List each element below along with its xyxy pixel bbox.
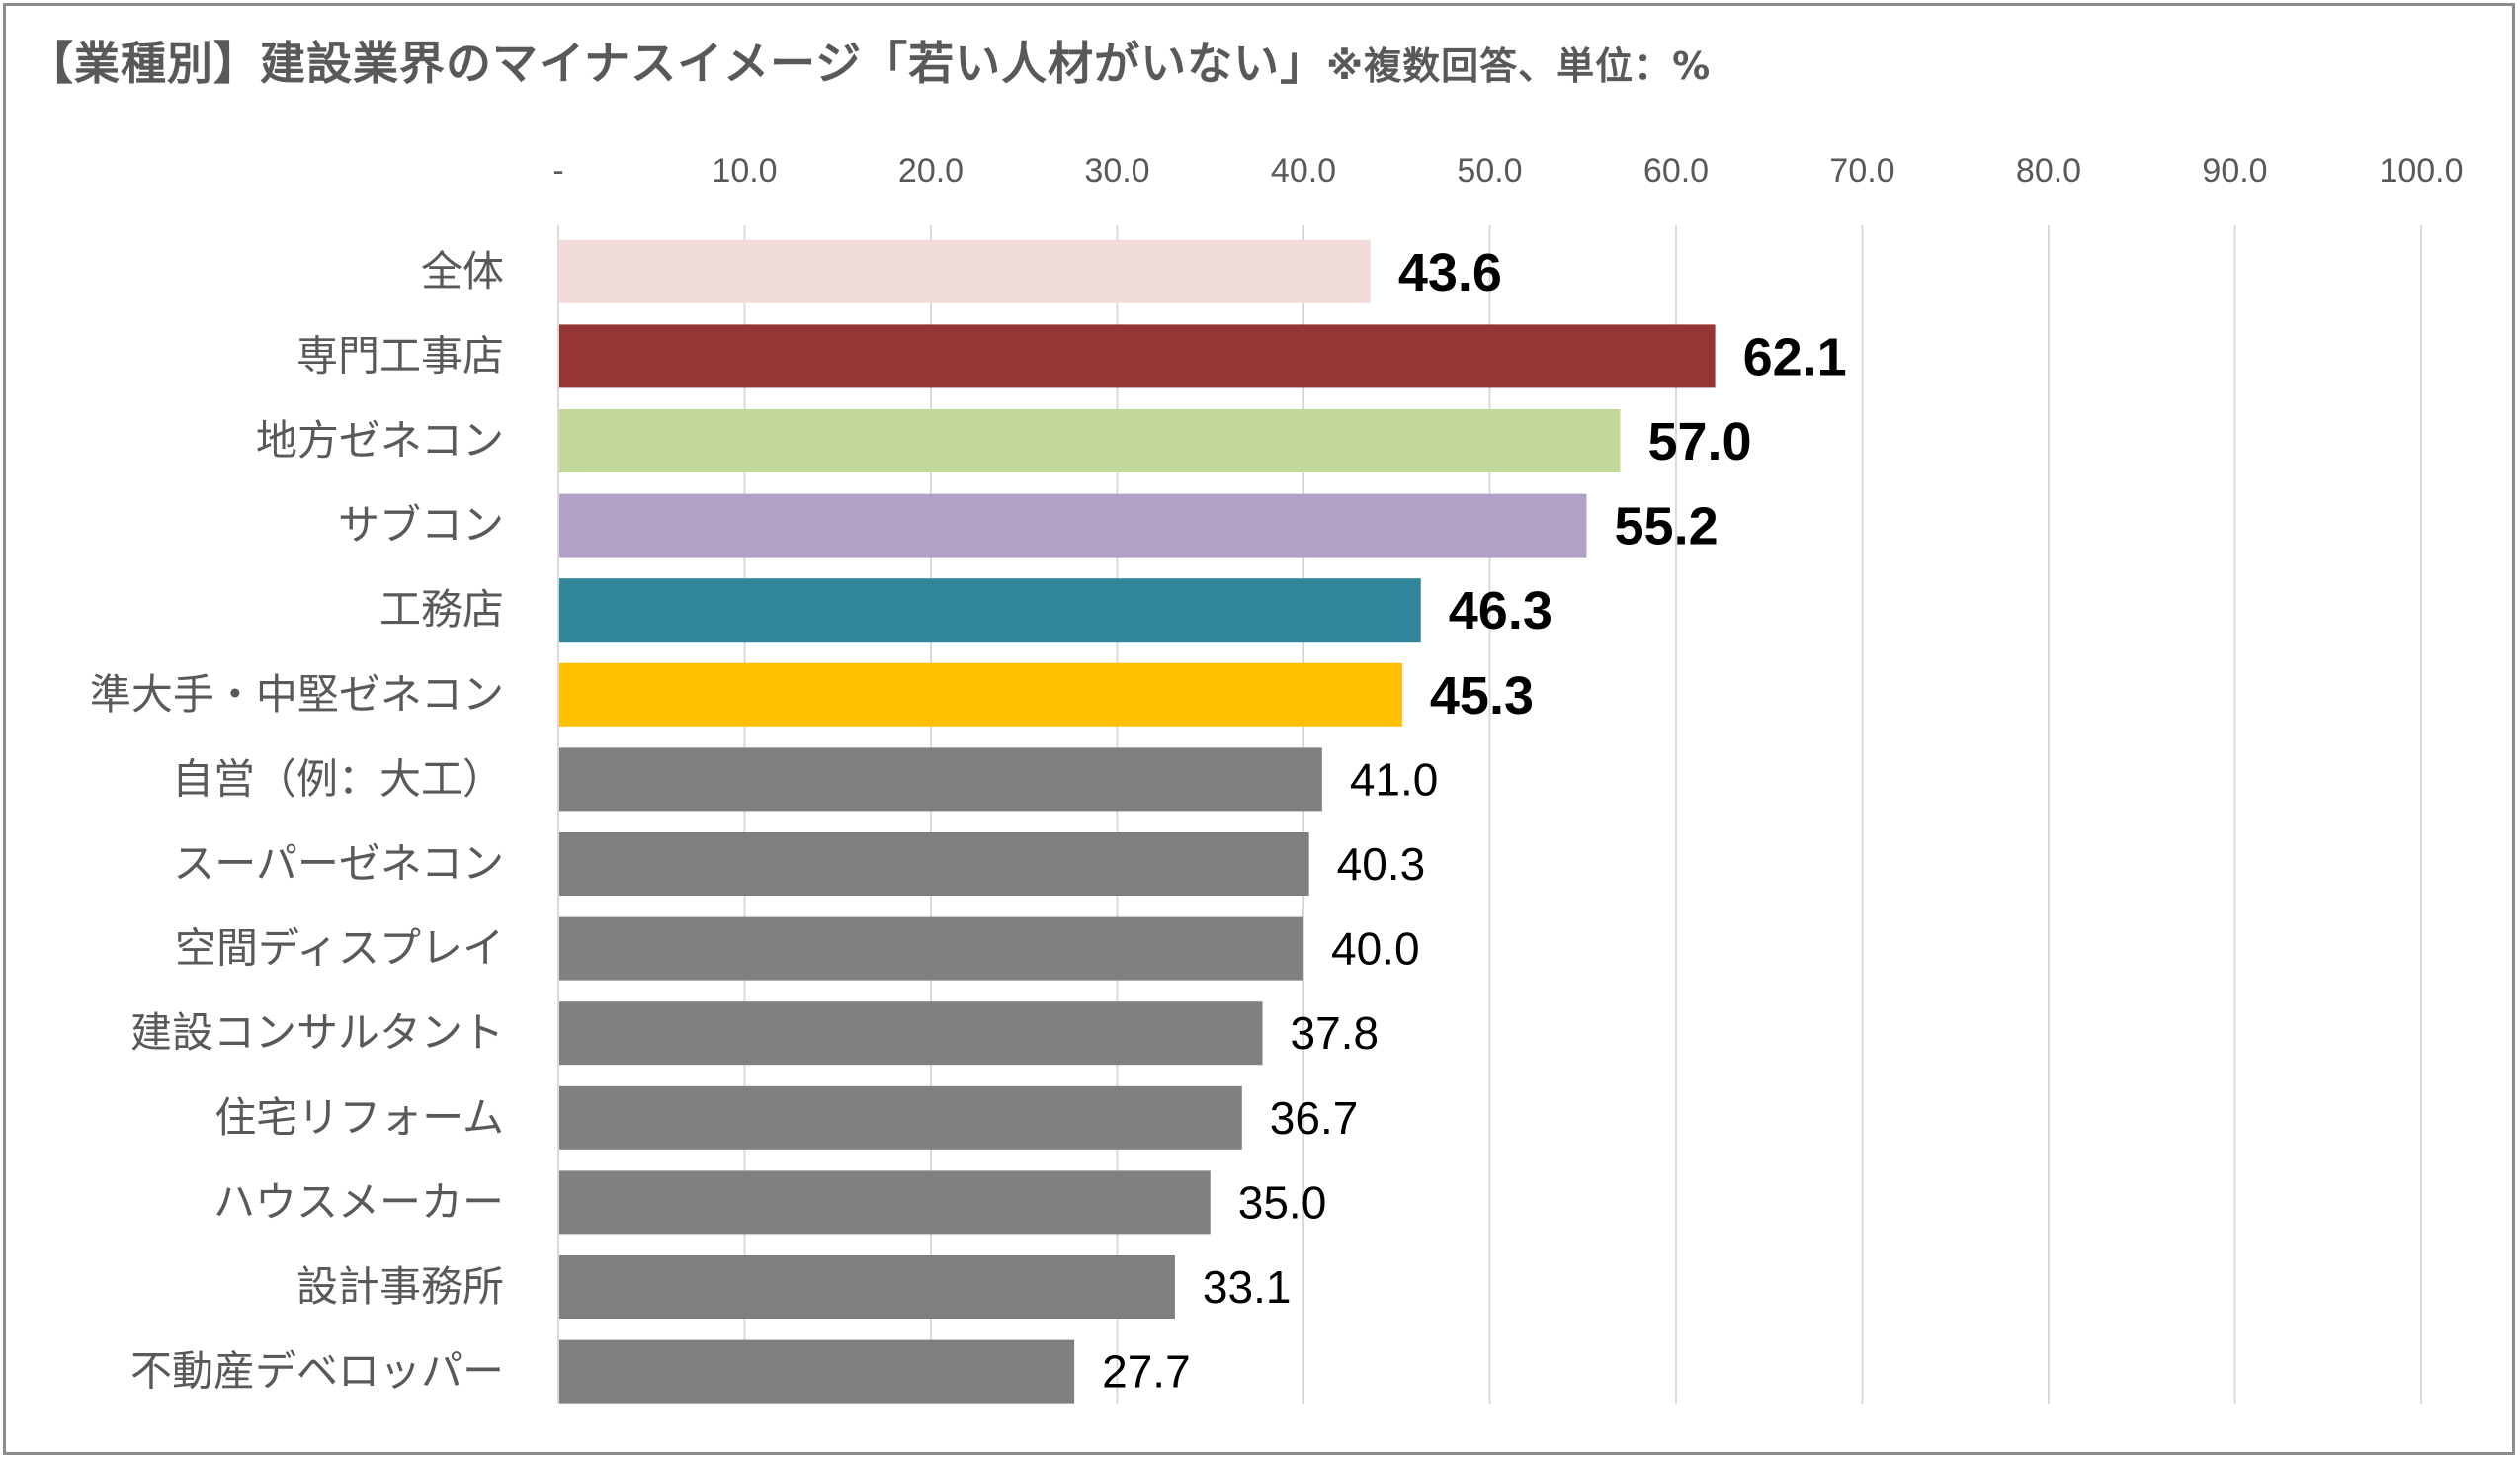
bar-8: [559, 916, 1303, 981]
bar-10: [559, 1085, 1242, 1150]
data-label-0: 43.6: [1398, 243, 1502, 302]
category-label-0: 全体: [421, 247, 504, 296]
data-label-7: 40.3: [1337, 838, 1426, 890]
data-label-13: 27.7: [1102, 1346, 1191, 1398]
category-label-9: 建設コンサルタント: [130, 1008, 504, 1057]
x-axis-ticks: - 10.0 20.0 30.0 40.0 50.0 60.0 70.0 80.0 90.0 100…: [552, 152, 2463, 190]
x-tick-label-4: 40.0: [1271, 152, 1336, 190]
data-label-10: 36.7: [1270, 1092, 1359, 1144]
bar-1: [559, 324, 1716, 388]
x-tick-label-6: 60.0: [1643, 152, 1709, 190]
x-tick-label-8: 80.0: [2016, 152, 2081, 190]
bars: [559, 239, 1716, 1404]
bar-11: [559, 1170, 1211, 1235]
bar-6: [559, 747, 1322, 812]
x-tick-label-9: 90.0: [2202, 152, 2267, 190]
x-tick-label-10: 100.0: [2379, 152, 2463, 190]
bar-3: [559, 493, 1587, 558]
data-label-4: 46.3: [1449, 581, 1553, 641]
category-label-11: ハウスメーカー: [213, 1177, 504, 1226]
category-label-4: 工務店: [379, 585, 504, 634]
bar-4: [559, 578, 1421, 643]
data-label-6: 41.0: [1350, 753, 1439, 805]
bar-9: [559, 1001, 1263, 1066]
category-label-10: 住宅リフォーム: [214, 1093, 504, 1142]
x-tick-label-1: 10.0: [712, 152, 777, 190]
data-label-2: 57.0: [1647, 412, 1751, 472]
x-tick-label-2: 20.0: [898, 152, 964, 190]
x-tick-label-7: 70.0: [1829, 152, 1894, 190]
category-label-7: スーパーゼネコン: [173, 839, 504, 888]
data-label-9: 37.8: [1291, 1007, 1380, 1059]
bar-5: [559, 662, 1402, 727]
chart-title: 【業種別】建設業界のマイナスイメージ「若い人材がいない」※複数回答、単位：%: [28, 28, 1711, 93]
data-label-1: 62.1: [1743, 327, 1847, 386]
category-label-5: 準大手・中堅ゼネコン: [90, 670, 504, 719]
category-label-8: 空間ディスプレイ: [175, 924, 504, 973]
bar-0: [559, 239, 1371, 303]
category-label-2: 地方ゼネコン: [256, 416, 504, 465]
data-label-3: 55.2: [1615, 497, 1719, 557]
title-text: 【業種別】建設業界のマイナスイメージ「若い人材がいない」: [28, 37, 1327, 90]
data-label-8: 40.0: [1331, 923, 1420, 975]
category-label-3: サブコン: [338, 501, 504, 550]
bar-2: [559, 409, 1621, 472]
bar-12: [559, 1255, 1175, 1319]
x-tick-label-0: -: [552, 152, 563, 190]
x-tick-label-5: 50.0: [1457, 152, 1522, 190]
value-labels: 43.6 62.1 57.0 55.2 46.3 45.3 41.0 40.3 40.0 37.8…: [1102, 243, 1847, 1398]
category-label-13: 不動産デベロッパー: [130, 1347, 504, 1396]
data-label-5: 45.3: [1430, 666, 1534, 726]
data-label-11: 35.0: [1238, 1176, 1327, 1228]
data-label-12: 33.1: [1203, 1261, 1292, 1313]
x-tick-label-3: 30.0: [1084, 152, 1149, 190]
category-label-12: 設計事務所: [296, 1262, 504, 1311]
bar-7: [559, 832, 1309, 896]
subtitle-note: ※複数回答、単位：%: [1326, 44, 1712, 88]
category-label-1: 専門工事店: [296, 331, 504, 380]
category-label-6: 自営（例：大工）: [172, 754, 504, 803]
bar-13: [559, 1339, 1075, 1404]
